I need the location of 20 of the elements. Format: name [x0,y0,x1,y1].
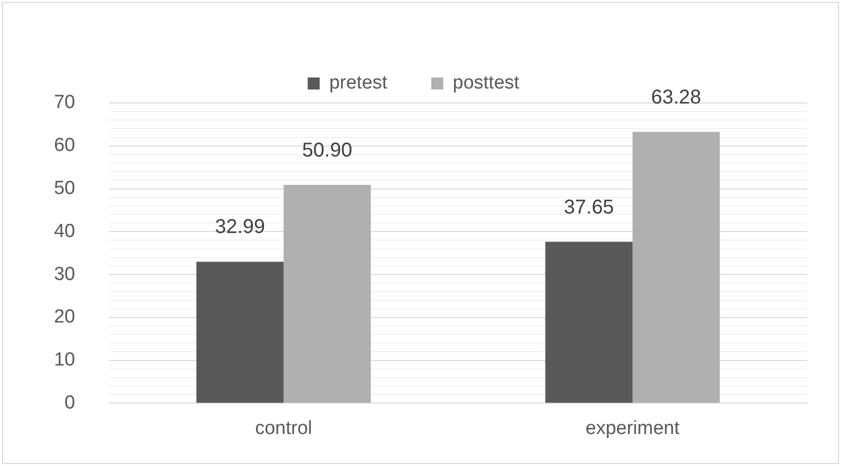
data-label: 37.65 [564,196,614,218]
x-tick-label: experiment [586,418,680,439]
y-tick-label: 50 [54,178,76,200]
y-tick-label: 70 [54,92,76,114]
bar [196,262,284,403]
data-label: 63.28 [651,86,702,108]
bar [632,132,720,403]
bar [545,242,633,403]
legend-label: posttest [452,72,520,94]
data-label: 50.90 [302,139,352,162]
y-tick-label: 0 [64,392,76,414]
y-tick-label: 60 [54,135,76,156]
y-tick-label: 30 [54,264,76,285]
bar [284,184,371,403]
x-tick-label: control [255,418,312,439]
data-label: 32.99 [214,216,266,238]
y-tick-label: 40 [54,220,76,242]
legend-label: pretest [329,72,388,94]
y-tick-label: 10 [54,350,76,371]
y-tick-label: 20 [54,306,76,328]
